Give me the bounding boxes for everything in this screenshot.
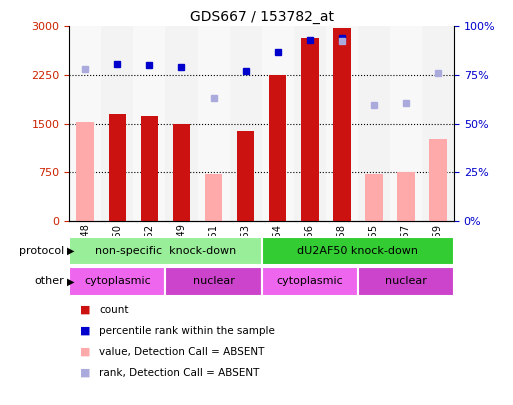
Text: non-specific  knock-down: non-specific knock-down [95, 246, 236, 256]
Text: ▶: ▶ [67, 277, 74, 286]
Bar [229, 26, 262, 221]
Bar [69, 267, 165, 296]
Text: cytoplasmic: cytoplasmic [277, 277, 343, 286]
Text: ■: ■ [80, 368, 90, 378]
Title: GDS667 / 153782_at: GDS667 / 153782_at [190, 10, 333, 24]
Bar [262, 237, 454, 265]
Text: dU2AF50 knock-down: dU2AF50 knock-down [298, 246, 418, 256]
Text: count: count [99, 305, 129, 315]
Text: rank, Detection Call = ABSENT: rank, Detection Call = ABSENT [99, 368, 260, 378]
Bar [237, 131, 254, 221]
Bar [198, 26, 229, 221]
Bar [358, 267, 454, 296]
Text: ▶: ▶ [67, 246, 74, 256]
Text: ■: ■ [80, 326, 90, 336]
Bar [301, 38, 319, 221]
Bar [205, 174, 222, 221]
Bar [269, 75, 286, 221]
Bar [397, 172, 415, 221]
Bar [133, 26, 165, 221]
Text: cytoplasmic: cytoplasmic [84, 277, 151, 286]
Bar [262, 26, 293, 221]
Bar [141, 116, 158, 221]
Bar [69, 26, 102, 221]
Bar [333, 28, 350, 221]
Bar [102, 26, 133, 221]
Bar [165, 267, 262, 296]
Bar [109, 114, 126, 221]
Text: ■: ■ [80, 347, 90, 357]
Bar [390, 26, 422, 221]
Text: protocol: protocol [19, 246, 64, 256]
Bar [422, 26, 454, 221]
Bar [173, 124, 190, 221]
Text: ■: ■ [80, 305, 90, 315]
Bar [165, 26, 198, 221]
Text: percentile rank within the sample: percentile rank within the sample [99, 326, 275, 336]
Bar [365, 174, 383, 221]
Text: value, Detection Call = ABSENT: value, Detection Call = ABSENT [99, 347, 264, 357]
Bar [262, 267, 358, 296]
Bar [326, 26, 358, 221]
Text: nuclear: nuclear [385, 277, 427, 286]
Bar [429, 139, 447, 221]
Bar [76, 122, 94, 221]
Text: other: other [34, 277, 64, 286]
Text: nuclear: nuclear [192, 277, 234, 286]
Bar [358, 26, 390, 221]
Bar [293, 26, 326, 221]
Bar [69, 237, 262, 265]
